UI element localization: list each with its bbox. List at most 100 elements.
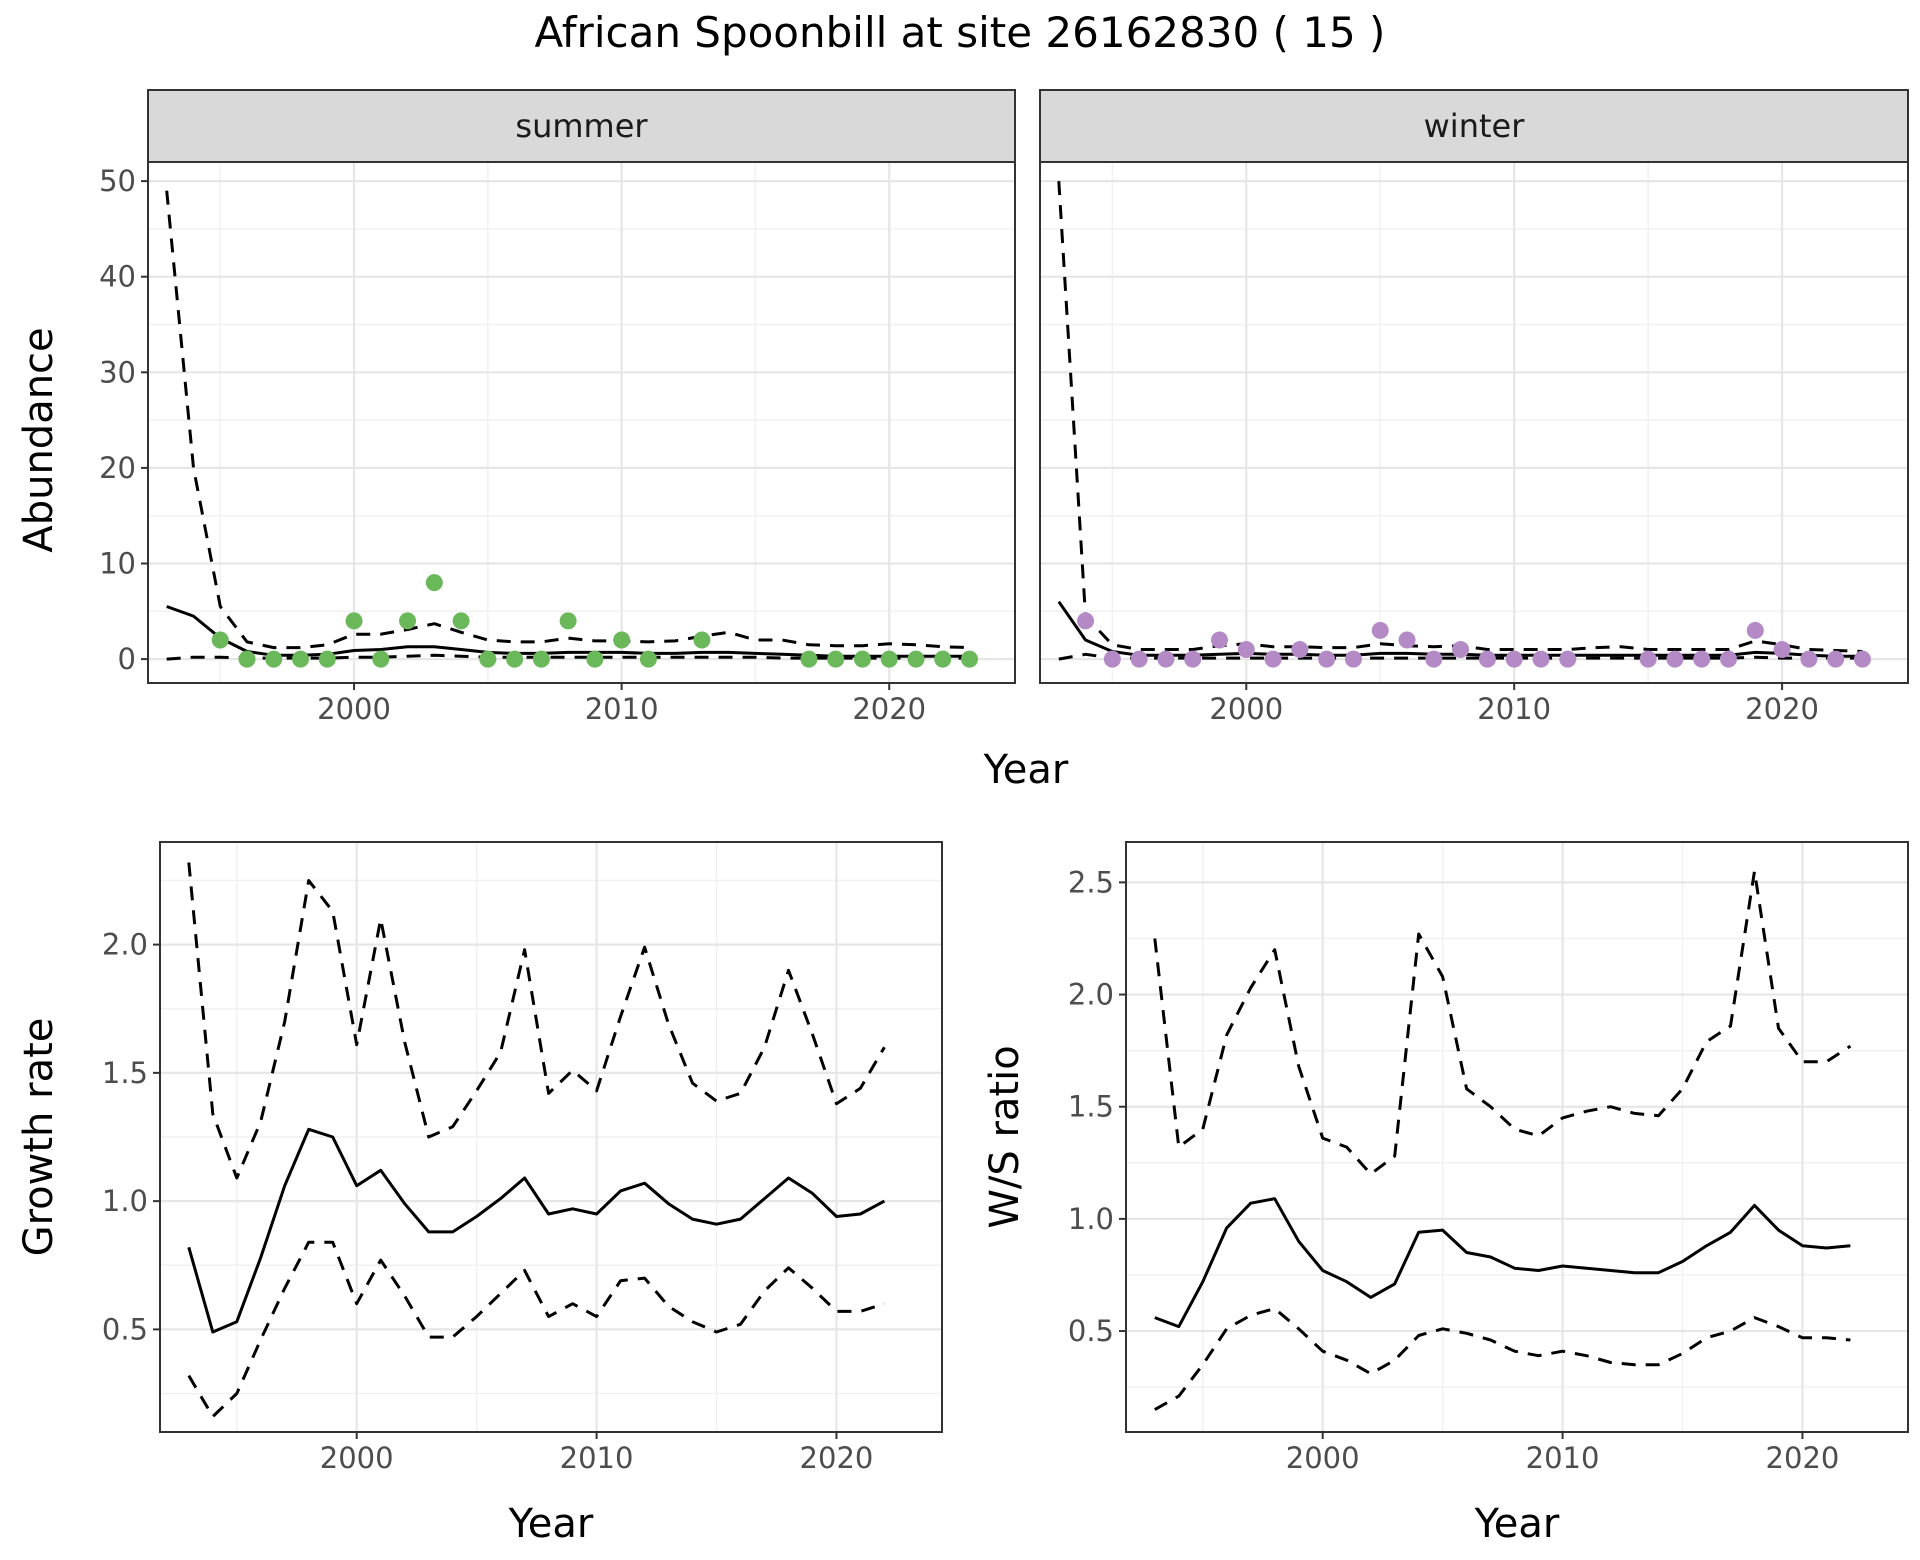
observed-point <box>1077 612 1095 630</box>
y-tick-label: 0.5 <box>1068 1314 1114 1348</box>
observed-point <box>1532 650 1550 668</box>
growth-rate-panel: 2000 2010 2020 0.5 1.0 1.5 2.0 Year Growth rate <box>16 841 943 1547</box>
y-tick-label: 0 <box>118 642 136 676</box>
observed-point <box>425 574 443 592</box>
observed-point <box>506 650 524 668</box>
chart-title: African Spoonbill at site 26162830 ( 15 … <box>535 8 1386 57</box>
y-tick-label: 40 <box>99 260 136 294</box>
x-tick-label: 2000 <box>1209 692 1283 726</box>
ws-ratio-panel: 2000 2010 2020 0.5 1.0 1.5 2.0 2.5 Year W/S ratio <box>982 841 1909 1547</box>
y-axis-title: W/S ratio <box>982 1045 1028 1228</box>
observed-point <box>1452 641 1470 659</box>
observed-point <box>1559 650 1577 668</box>
y-axis-title-abundance: Abundance <box>16 327 62 552</box>
observed-point <box>211 631 229 649</box>
observed-point <box>1318 650 1336 668</box>
observed-point <box>934 650 952 668</box>
y-tick-label: 1.0 <box>102 1184 148 1218</box>
winter-panel: 2000 2010 2020 winter <box>1039 89 1909 726</box>
panel-border <box>159 841 943 1433</box>
strip-background <box>1039 89 1909 163</box>
observed-point <box>639 650 657 668</box>
observed-point <box>1291 641 1309 659</box>
observed-point <box>559 612 577 630</box>
panel-border <box>1125 841 1909 1433</box>
observed-point <box>1853 650 1871 668</box>
observed-point <box>1666 650 1684 668</box>
x-tick-label: 2020 <box>1745 692 1819 726</box>
x-tick-label: 2000 <box>1286 1441 1360 1475</box>
x-tick-label: 2000 <box>320 1441 394 1475</box>
observed-point <box>1425 650 1443 668</box>
estimate-line <box>1154 1197 1851 1329</box>
x-axis-title: Year <box>1474 1501 1560 1547</box>
observed-point <box>961 650 979 668</box>
observed-point <box>827 650 845 668</box>
observed-point <box>586 650 604 668</box>
upper-bound-line <box>165 190 970 650</box>
y-tick-label: 1.5 <box>1068 1090 1114 1124</box>
y-tick-label: 1.5 <box>102 1056 148 1090</box>
observed-point <box>1344 650 1362 668</box>
observed-point <box>292 650 310 668</box>
observed-point <box>479 650 497 668</box>
observed-point <box>1693 650 1711 668</box>
estimate-line <box>187 1127 886 1334</box>
observed-point <box>1371 621 1389 639</box>
observed-point <box>372 650 390 668</box>
x-axis-title-top: Year <box>983 747 1069 793</box>
y-axis-title: Growth rate <box>16 1018 62 1257</box>
observed-point <box>1827 650 1845 668</box>
observed-point <box>1157 650 1175 668</box>
observed-point <box>399 612 417 630</box>
lower-bound-line <box>187 1240 885 1419</box>
x-tick-label: 2010 <box>1526 1441 1600 1475</box>
upper-bound-line <box>187 862 886 1180</box>
x-axis-title: Year <box>508 1501 594 1547</box>
panel-background <box>1040 162 1908 683</box>
y-tick-label: 10 <box>99 547 136 581</box>
observed-point <box>452 612 470 630</box>
observed-point <box>1746 621 1764 639</box>
strip-background <box>147 89 1016 163</box>
observed-point <box>345 612 363 630</box>
x-tick-label: 2010 <box>585 692 659 726</box>
summer-panel: 2000 2010 2020 0 10 20 30 40 50 summer <box>99 89 1016 726</box>
strip-label: winter <box>1424 107 1526 145</box>
observed-point <box>1478 650 1496 668</box>
x-tick-label: 2020 <box>1766 1441 1840 1475</box>
x-tick-label: 2010 <box>1477 692 1551 726</box>
y-tick-label: 2.0 <box>1068 978 1114 1012</box>
observed-point <box>1505 650 1523 668</box>
y-tick-label: 20 <box>99 451 136 485</box>
observed-point <box>265 650 283 668</box>
observed-point <box>318 650 336 668</box>
observed-point <box>800 650 818 668</box>
y-tick-label: 0.5 <box>102 1312 148 1346</box>
observed-point <box>238 650 256 668</box>
panel-background <box>148 162 1015 683</box>
observed-point <box>907 650 925 668</box>
observed-point <box>1130 650 1148 668</box>
upper-bound-line <box>1153 869 1852 1176</box>
observed-point <box>1639 650 1657 668</box>
observed-point <box>1264 650 1282 668</box>
x-tick-label: 2020 <box>852 692 926 726</box>
y-tick-label: 30 <box>99 355 136 389</box>
panel-background <box>1126 842 1908 1432</box>
y-tick-label: 1.0 <box>1068 1202 1114 1236</box>
x-tick-label: 2000 <box>317 692 391 726</box>
observed-point <box>1720 650 1738 668</box>
observed-point <box>1103 650 1121 668</box>
observed-point <box>880 650 898 668</box>
strip-label: summer <box>515 107 648 145</box>
observed-point <box>1237 641 1255 659</box>
observed-point <box>1398 631 1416 649</box>
x-tick-label: 2010 <box>560 1441 634 1475</box>
y-tick-label: 2.5 <box>1068 865 1114 899</box>
observed-point <box>1800 650 1818 668</box>
y-tick-label: 2.0 <box>102 928 148 962</box>
observed-point <box>613 631 631 649</box>
observed-point <box>532 650 550 668</box>
